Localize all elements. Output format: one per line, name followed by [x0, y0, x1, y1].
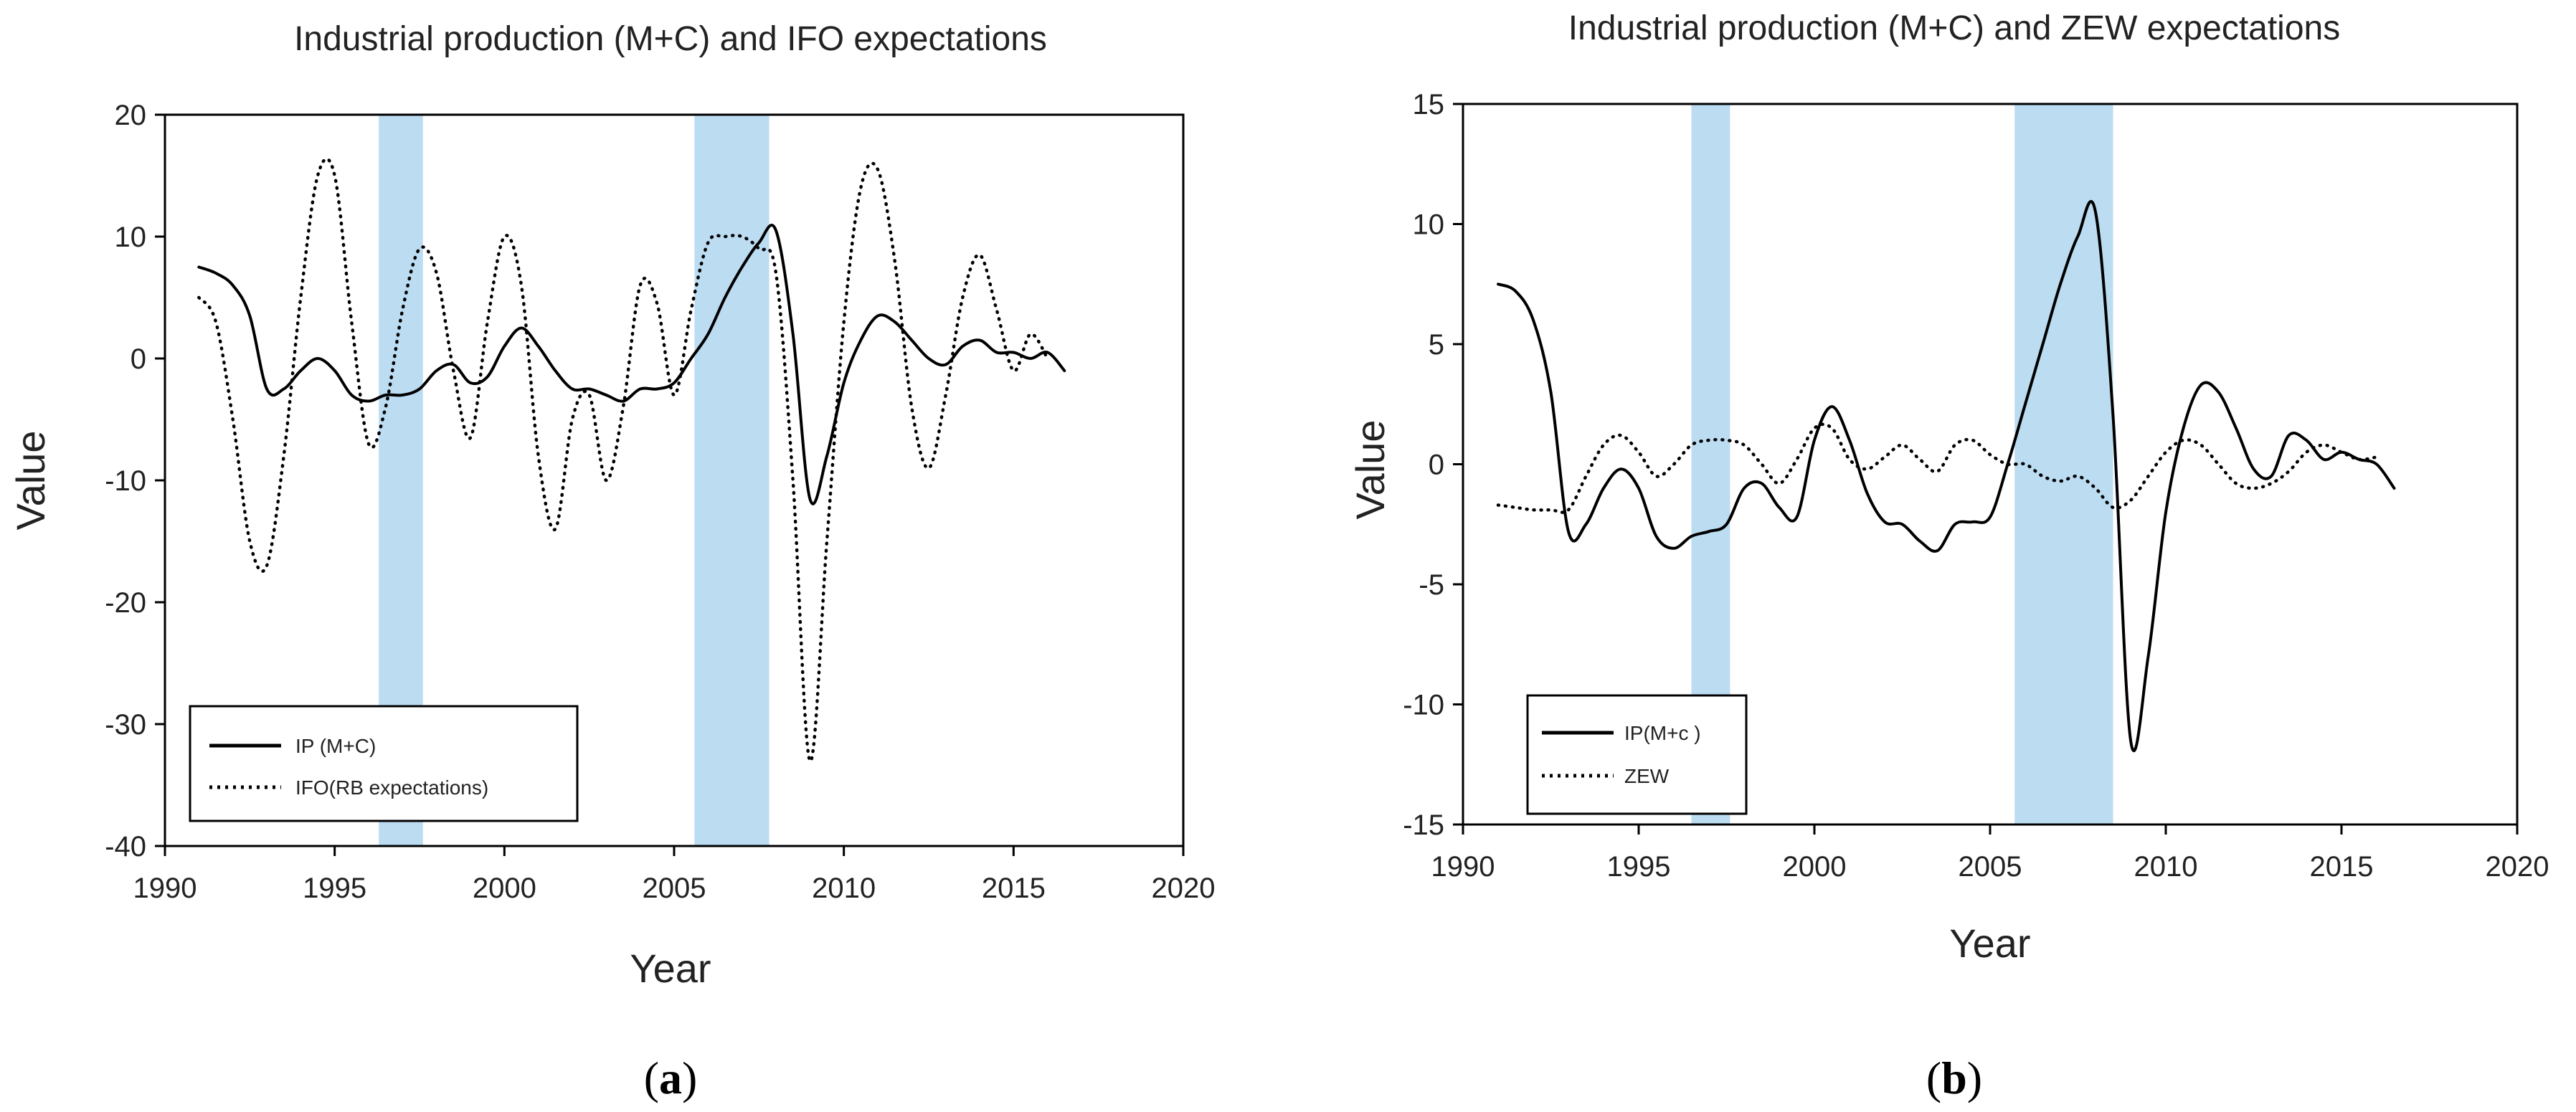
chart-a-y-axis-label: Value — [8, 430, 53, 530]
panel-label-a: (a) — [644, 1052, 698, 1103]
chart-a-x-ticks: 1990 1995 2000 2005 2010 2015 2020 — [133, 846, 1216, 904]
chart-b-y-axis-label: Value — [1348, 419, 1393, 519]
chart-a-x-axis-label: Year — [630, 946, 711, 991]
chart-b-legend-box — [1526, 694, 1748, 815]
chart-b-x-ticks: 1990 1995 2000 2005 2010 2015 2020 — [1431, 825, 2549, 883]
chart-a-x-tick-label-2020: 2020 — [1152, 873, 1216, 904]
chart-b-x-tick-label-2005: 2005 — [1959, 851, 2022, 883]
chart-a-legend-box — [189, 705, 579, 822]
chart-b-shaded-periods — [1691, 104, 2113, 825]
chart-a-series — [197, 157, 1066, 763]
chart-a-legend-label-ifo: IFO(RB expectations) — [295, 776, 488, 799]
chart-a-x-tick-label-2005: 2005 — [643, 873, 706, 904]
chart-b-y-tick-label-0: 0 — [1429, 450, 1444, 481]
chart-a-y-ticks: -40 -30 -20 -10 0 10 20 — [105, 100, 165, 862]
chart-a-series-line-ifo — [197, 157, 1049, 763]
chart-a-legend-label-ip: IP (M+C) — [295, 735, 376, 757]
chart-b-y-ticks: -15 -10 -5 0 5 10 15 — [1403, 89, 1463, 841]
chart-a-shaded-period-2 — [694, 115, 770, 846]
chart-panel-b: Industrial production (M+C) and ZEW expe… — [1348, 9, 2549, 1103]
chart-b-y-tick-label-10: 10 — [1413, 209, 1445, 241]
chart-b-y-tick-label--10: -10 — [1403, 690, 1444, 721]
chart-b-x-tick-label-2010: 2010 — [2134, 851, 2198, 883]
chart-panel-a: Industrial production (M+C) and IFO expe… — [8, 20, 1215, 1103]
chart-b-series-line-ip — [1497, 200, 2396, 753]
chart-a-series-line-ip — [197, 224, 1066, 505]
chart-b-x-tick-label-1995: 1995 — [1607, 851, 1671, 883]
chart-a-x-tick-label-2015: 2015 — [982, 873, 1046, 904]
chart-a-x-tick-label-1995: 1995 — [303, 873, 366, 904]
chart-a-y-tick-label--40: -40 — [105, 831, 146, 862]
chart-a-y-tick-label-10: 10 — [115, 222, 147, 253]
chart-a-y-tick-label--30: -30 — [105, 709, 146, 741]
chart-b-title: Industrial production (M+C) and ZEW expe… — [1568, 9, 2340, 47]
chart-b-x-tick-label-1990: 1990 — [1431, 851, 1495, 883]
chart-a-y-tick-label-0: 0 — [131, 343, 146, 375]
chart-a-x-tick-label-2000: 2000 — [473, 873, 536, 904]
chart-a-x-tick-label-2010: 2010 — [812, 873, 876, 904]
chart-b-y-tick-label-15: 15 — [1413, 89, 1445, 120]
chart-b-y-tick-label--5: -5 — [1419, 569, 1444, 601]
chart-b-x-tick-label-2000: 2000 — [1783, 851, 1847, 883]
chart-b-shaded-period-2 — [2014, 104, 2113, 825]
chart-b-x-axis-label: Year — [1949, 921, 2030, 966]
chart-b-series — [1496, 200, 2396, 753]
chart-b-x-tick-label-2020: 2020 — [2486, 851, 2549, 883]
chart-b-legend: IP(M+c ) ZEW — [1526, 694, 1748, 815]
chart-b-legend-label-zew: ZEW — [1624, 765, 1670, 787]
panel-a-letter: a — [659, 1052, 682, 1103]
chart-a-title: Industrial production (M+C) and IFO expe… — [294, 20, 1047, 58]
chart-a-x-tick-label-1990: 1990 — [133, 873, 197, 904]
chart-b-legend-label-ip: IP(M+c ) — [1624, 722, 1701, 744]
chart-b-x-tick-label-2015: 2015 — [2310, 851, 2374, 883]
chart-a-y-tick-label--10: -10 — [105, 465, 146, 497]
panel-label-b: (b) — [1926, 1052, 1982, 1103]
chart-b-y-tick-label-5: 5 — [1429, 329, 1444, 361]
chart-a-y-tick-label--20: -20 — [105, 587, 146, 619]
chart-b-series-line-zew — [1496, 422, 2379, 514]
chart-a-y-tick-label-20: 20 — [115, 100, 147, 131]
panel-b-letter: b — [1941, 1052, 1967, 1103]
chart-b-y-tick-label--15: -15 — [1403, 809, 1444, 841]
chart-a-legend: IP (M+C) IFO(RB expectations) — [189, 705, 579, 822]
